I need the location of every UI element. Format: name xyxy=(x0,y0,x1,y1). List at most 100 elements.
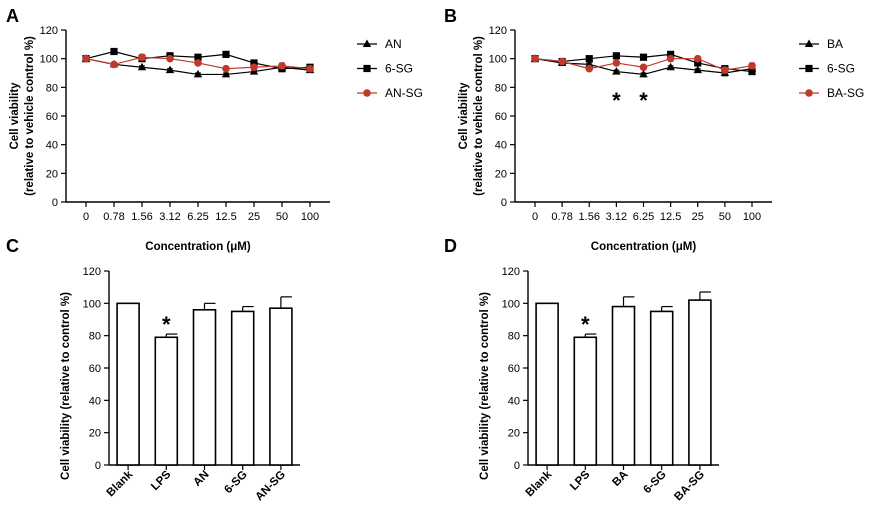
panel-c-y-tick-label: 60 xyxy=(89,363,101,375)
panel-a-y-tick-label: 120 xyxy=(40,25,58,37)
panel-a-y-tick-label: 100 xyxy=(40,54,58,66)
panel-d-y-tick-label: 120 xyxy=(502,266,520,278)
panel-a-series-an-sg-point xyxy=(166,54,174,63)
panel-a-series-an-sg-point xyxy=(306,64,314,73)
panel-b-x-tick-label: 0 xyxy=(532,211,538,223)
panel-a-y-axis-title-line: Cell viability xyxy=(9,82,21,150)
panel-b-series-6-sg-point xyxy=(612,52,620,60)
panel-b-series-ba-sg-point xyxy=(721,66,729,74)
panel-a-label: A xyxy=(6,6,19,26)
panel-a-x-tick-label: 0.78 xyxy=(103,211,124,223)
panel-b-series-ba-sg-point xyxy=(531,54,539,63)
panel-b-series-ba-sg-point xyxy=(666,54,675,63)
panel-b-series-6-sg-point xyxy=(748,67,756,76)
panel-a-x-tick-label: 6.25 xyxy=(187,211,208,223)
panel-c-y-tick-label: 0 xyxy=(95,460,101,472)
panel-b-y-axis-title-line: (relative to vehicle control %) xyxy=(473,36,485,196)
panel-a-series-an-point xyxy=(137,62,147,71)
panel-a-series-6-sg-point xyxy=(222,50,230,58)
panel-d-y-tick-label: 0 xyxy=(514,460,520,472)
panel-a-series-an-sg-point xyxy=(250,63,258,72)
panel-c-x-tick-label: AN-SG xyxy=(253,469,288,504)
panel-c-bar-lps xyxy=(154,336,179,466)
panel-b-series-ba-sg-point xyxy=(585,64,594,73)
panel-a-series-an-sg-point xyxy=(110,60,118,69)
panel-a-legend-label: AN xyxy=(385,37,402,51)
panel-b-x-tick-label: 6.25 xyxy=(633,211,654,223)
panel-b-series-ba-sg-point xyxy=(639,63,648,72)
panel-b-series-6-sg-point xyxy=(667,50,675,58)
panel-a-legend-marker xyxy=(363,64,371,73)
panel-d-y-tick-label: 40 xyxy=(508,395,520,407)
panel-c-label: C xyxy=(6,236,19,256)
panel-c-bar-6-sg xyxy=(230,310,255,466)
panel-b-y-tick-label: 80 xyxy=(495,82,507,94)
panel-b-x-tick-label: 3.12 xyxy=(606,211,627,223)
panel-a-y-tick-label: 0 xyxy=(52,197,58,209)
panel-b-legend-marker xyxy=(805,64,813,73)
panel-a-series-an-point xyxy=(221,69,231,78)
panel-a-series-an-sg-point xyxy=(278,62,286,70)
panel-c-y-tick-label: 20 xyxy=(89,428,101,440)
panel-d-bar-ba xyxy=(611,305,636,466)
panel-d-x-tick-label: BA-SG xyxy=(672,469,707,504)
panel-b-y-tick-label: 60 xyxy=(495,111,507,123)
panel-b-series-ba-sg-point xyxy=(748,62,756,70)
panel-d-bar-lps xyxy=(573,336,598,466)
panel-b-y-tick-label: 120 xyxy=(489,25,507,37)
panel-b-series-ba-sg-point xyxy=(612,59,621,67)
panel-b-legend-marker xyxy=(804,39,814,47)
panel-a-x-tick-label: 12.5 xyxy=(215,211,236,223)
panel-a-y-tick-label: 20 xyxy=(46,168,58,180)
panel-d-y-tick-label: 80 xyxy=(508,331,520,343)
panel-b-series-ba-point xyxy=(639,69,648,78)
panel-d-x-tick-label: LPS xyxy=(568,468,593,493)
panel-b-y-tick-label: 40 xyxy=(495,140,507,152)
panel-d-y-tick-label: 20 xyxy=(508,428,520,440)
panel-c-bar-an xyxy=(192,308,217,466)
panel-d-x-tick-label: 6-SG xyxy=(641,469,669,497)
panel-a-series-an-sg-point xyxy=(194,59,202,67)
panel-b-series-ba-sg-point xyxy=(693,54,702,63)
panel-a-series-6-sg-point xyxy=(110,47,118,56)
panel-b-series-ba-point xyxy=(612,67,621,75)
panel-b-x-tick-label: 12.5 xyxy=(660,211,681,223)
panel-a-y-tick-label: 40 xyxy=(46,140,58,152)
panel-b-y-axis-title: Cell viability (relative to vehicle contr… xyxy=(458,36,485,196)
panel-a-series-an-sg-point xyxy=(82,54,90,63)
panel-d-bar-ba-sg xyxy=(688,299,712,466)
panel-a-series-6-sg-point xyxy=(250,59,258,67)
panel-d-y-tick-label: 60 xyxy=(508,363,520,375)
panel-b-legend-label: BA xyxy=(827,37,843,51)
panel-b-x-axis-title: Concentration (μM) xyxy=(591,241,697,253)
panel-b-series-ba-point xyxy=(666,62,675,71)
panel-a-x-tick-label: 100 xyxy=(301,211,319,223)
panel-b-series-6-sg-point xyxy=(694,59,702,67)
panel-d-y-axis-title: Cell viability (relative to control %) xyxy=(479,292,491,480)
panel-c-y-tick-label: 120 xyxy=(83,266,101,278)
panel-b-label: B xyxy=(444,6,457,26)
panel-b-x-tick-label: 50 xyxy=(719,211,731,223)
panel-a-y-axis-title: Cell viability (relative to vehicle contr… xyxy=(9,36,36,196)
panel-b-series-ba-sg-point xyxy=(558,57,566,66)
panel-a-x-tick-label: 1.56 xyxy=(131,211,152,223)
panel-a-series-an-sg-point xyxy=(138,53,146,62)
panel-b-x-tick-label: 1.56 xyxy=(579,211,600,223)
panel-b-significance-star: * xyxy=(639,88,648,113)
panel-d-bar-6-sg xyxy=(649,310,674,466)
panel-a-legend-marker xyxy=(362,39,372,47)
panel-d-x-tick-label: Blank xyxy=(524,468,555,499)
panel-d-bar-blank xyxy=(535,302,559,466)
panel-d-significance-star: * xyxy=(581,312,590,337)
panel-a-series-6-sg-point xyxy=(194,53,202,61)
panel-b-x-tick-label: 25 xyxy=(692,211,704,223)
panel-b-y-axis-title-line: Cell viability xyxy=(458,82,470,150)
panel-a-series-an-point xyxy=(165,65,175,74)
panel-a-x-tick-label: 3.12 xyxy=(159,211,180,223)
panel-b-series-6-sg-point xyxy=(639,53,648,61)
panel-c-significance-star: * xyxy=(162,312,171,337)
panel-a-legend-label: AN-SG xyxy=(385,86,423,100)
panel-b-x-tick-label: 0.78 xyxy=(551,211,572,223)
panel-b-legend-label: 6-SG xyxy=(827,62,855,76)
panel-a-y-tick-label: 60 xyxy=(46,111,58,123)
